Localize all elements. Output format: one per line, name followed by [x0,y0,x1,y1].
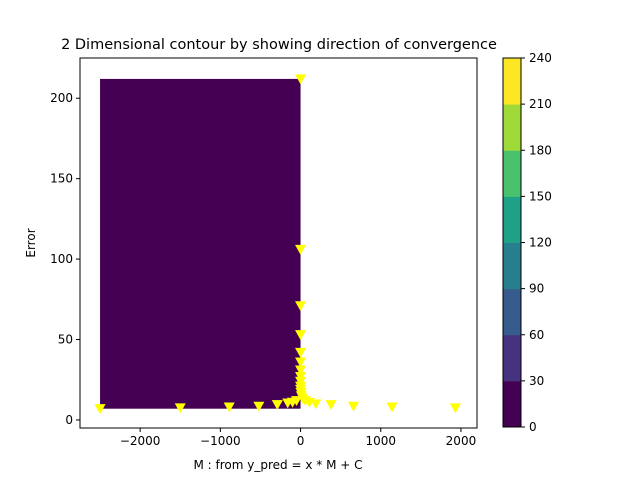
convergence-point [325,400,337,411]
chart-title: 2 Dimensional contour by showing directi… [61,37,497,53]
convergence-point [295,376,307,387]
convergence-markers [94,74,461,415]
colorbar-band [503,150,521,197]
y-tick-label: 50 [58,333,73,347]
convergence-point [282,398,294,409]
colorbar-tick-label: 60 [529,328,544,342]
colorbar-band [503,104,521,151]
convergence-point [174,403,186,414]
colorbar-tick-label: 120 [529,236,552,250]
y-axis-label: Error [24,228,38,257]
colorbar-tick-label: 210 [529,97,552,111]
colorbar-band [503,334,521,382]
x-axis-label: M : from y_pred = x * M + C [194,458,363,472]
convergence-point [295,244,307,255]
convergence-point [295,74,307,85]
colorbar-band [503,58,521,105]
contour-layer [100,78,301,409]
convergence-point [271,400,283,411]
colorbar-band [503,288,521,336]
colorbar-band [503,380,521,428]
convergence-point [295,371,307,382]
convergence-point [449,403,461,414]
y-tick-label: 0 [65,413,73,427]
convergence-point [295,357,307,368]
convergence-point [253,401,265,412]
x-tick-label: 0 [297,434,305,448]
convergence-point [223,402,235,413]
colorbar-tick-label: 180 [529,143,552,157]
convergence-point [310,399,322,410]
convergence-point [295,347,307,358]
y-tick-label: 200 [50,91,73,105]
colorbar-bands [503,58,521,428]
y-tick-label: 150 [50,172,73,186]
x-tick-label: −1000 [200,434,241,448]
colorbar-tick-label: 150 [529,189,552,203]
x-tick-label: 2000 [446,434,477,448]
colorbar-ticks: 0 30 60 90 120 150 180 210 240 [521,51,552,434]
x-tick-label: 1000 [365,434,396,448]
colorbar-band [503,242,521,290]
colorbar-tick-label: 30 [529,374,544,388]
convergence-point [295,301,307,312]
convergence-point [94,404,106,415]
y-tick-label: 100 [50,252,73,266]
colorbar-tick-label: 240 [529,51,552,65]
colorbar: 0 30 60 90 120 150 180 210 240 [502,51,552,434]
axes-frame [79,57,478,429]
convergence-point [386,402,398,413]
convergence-point [347,401,359,412]
convergence-point [295,365,307,376]
convergence-point [295,330,307,341]
x-axis-ticks: −2000 −1000 0 1000 2000 [120,428,476,448]
x-tick-label: −2000 [120,434,161,448]
plot-area: −2000 −1000 0 1000 2000 0 50 100 150 200 [50,57,478,448]
colorbar-tick-label: 0 [529,420,537,434]
y-axis-ticks: 0 50 100 150 200 [50,91,80,427]
colorbar-band [503,196,521,243]
contour-fill-region [100,78,301,409]
colorbar-tick-label: 90 [529,282,544,296]
